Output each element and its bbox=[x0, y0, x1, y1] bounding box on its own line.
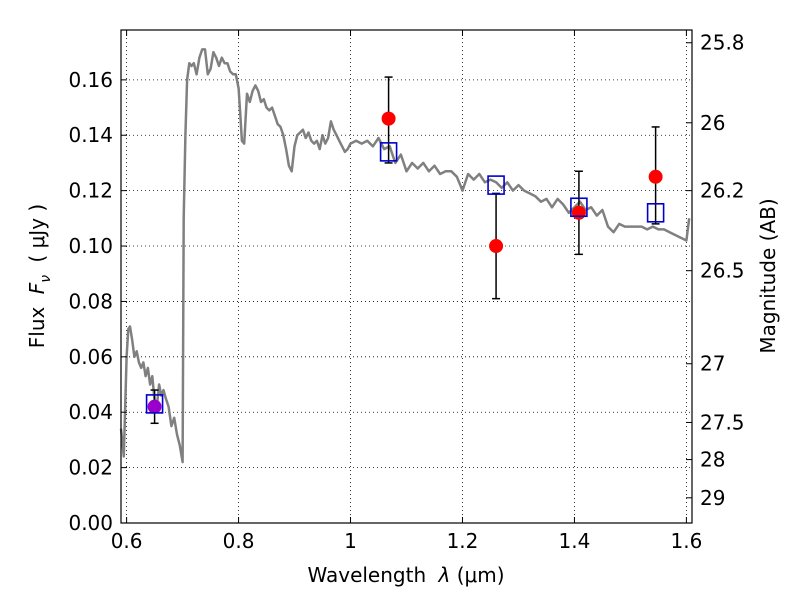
axis-ticks: 0.6 0.8 1 1.2 1.4 1.6 0.00 0.02 0.04 0.06 0.08 0.10… bbox=[68, 30, 745, 553]
observed-flux-point bbox=[489, 239, 504, 254]
y-tick-label: 0.10 bbox=[68, 234, 113, 258]
model-spectrum-line bbox=[119, 48, 691, 464]
y2-tick-label: 26 bbox=[700, 111, 725, 135]
model-flux-square bbox=[487, 175, 505, 195]
y2-tick-label: 27 bbox=[700, 352, 725, 376]
model-flux-square bbox=[570, 197, 588, 218]
y2-tick-label: 29 bbox=[700, 486, 725, 510]
y2-tick-label: 28 bbox=[700, 448, 725, 472]
x-tick-label: 1.4 bbox=[559, 529, 591, 553]
observed-flux-point bbox=[648, 169, 663, 184]
y-tick-label: 0.16 bbox=[68, 68, 113, 92]
y2-tick-label: 25.8 bbox=[700, 31, 745, 55]
y-axis-label: Flux Fν ( μJy ) bbox=[25, 204, 55, 348]
y-tick-label: 0.12 bbox=[68, 179, 113, 203]
x-tick-label: 1 bbox=[344, 529, 357, 553]
y2-tick-label: 26.2 bbox=[700, 179, 745, 203]
y-tick-label: 0.04 bbox=[68, 400, 113, 424]
x-tick-label: 1.6 bbox=[670, 529, 702, 553]
observed-flux-point bbox=[381, 111, 396, 126]
x-axis-label: Wavelength λ (μm) bbox=[307, 563, 504, 587]
y-tick-label: 0.02 bbox=[68, 456, 113, 480]
y-tick-label: 0.14 bbox=[68, 123, 113, 147]
plot-frame bbox=[120, 29, 693, 524]
model-flux-square bbox=[379, 142, 398, 162]
grid-lines bbox=[121, 30, 692, 524]
y2-tick-label: 26.5 bbox=[700, 259, 745, 283]
y-tick-label: 0.00 bbox=[68, 511, 113, 535]
y-tick-label: 0.08 bbox=[68, 289, 113, 313]
x-tick-label: 1.2 bbox=[447, 529, 479, 553]
x-tick-label: 0.6 bbox=[111, 529, 143, 553]
y2-axis-label: Magnitude (AB) bbox=[756, 198, 780, 353]
model-flux-square bbox=[145, 394, 164, 414]
observed-flux-point bbox=[147, 399, 162, 414]
observed-flux-point bbox=[571, 205, 586, 220]
plot-area-data bbox=[119, 48, 691, 464]
x-tick-label: 0.8 bbox=[223, 529, 255, 553]
y-tick-label: 0.06 bbox=[68, 345, 113, 369]
model-flux-square bbox=[646, 202, 665, 223]
y2-tick-label: 27.5 bbox=[700, 410, 745, 434]
